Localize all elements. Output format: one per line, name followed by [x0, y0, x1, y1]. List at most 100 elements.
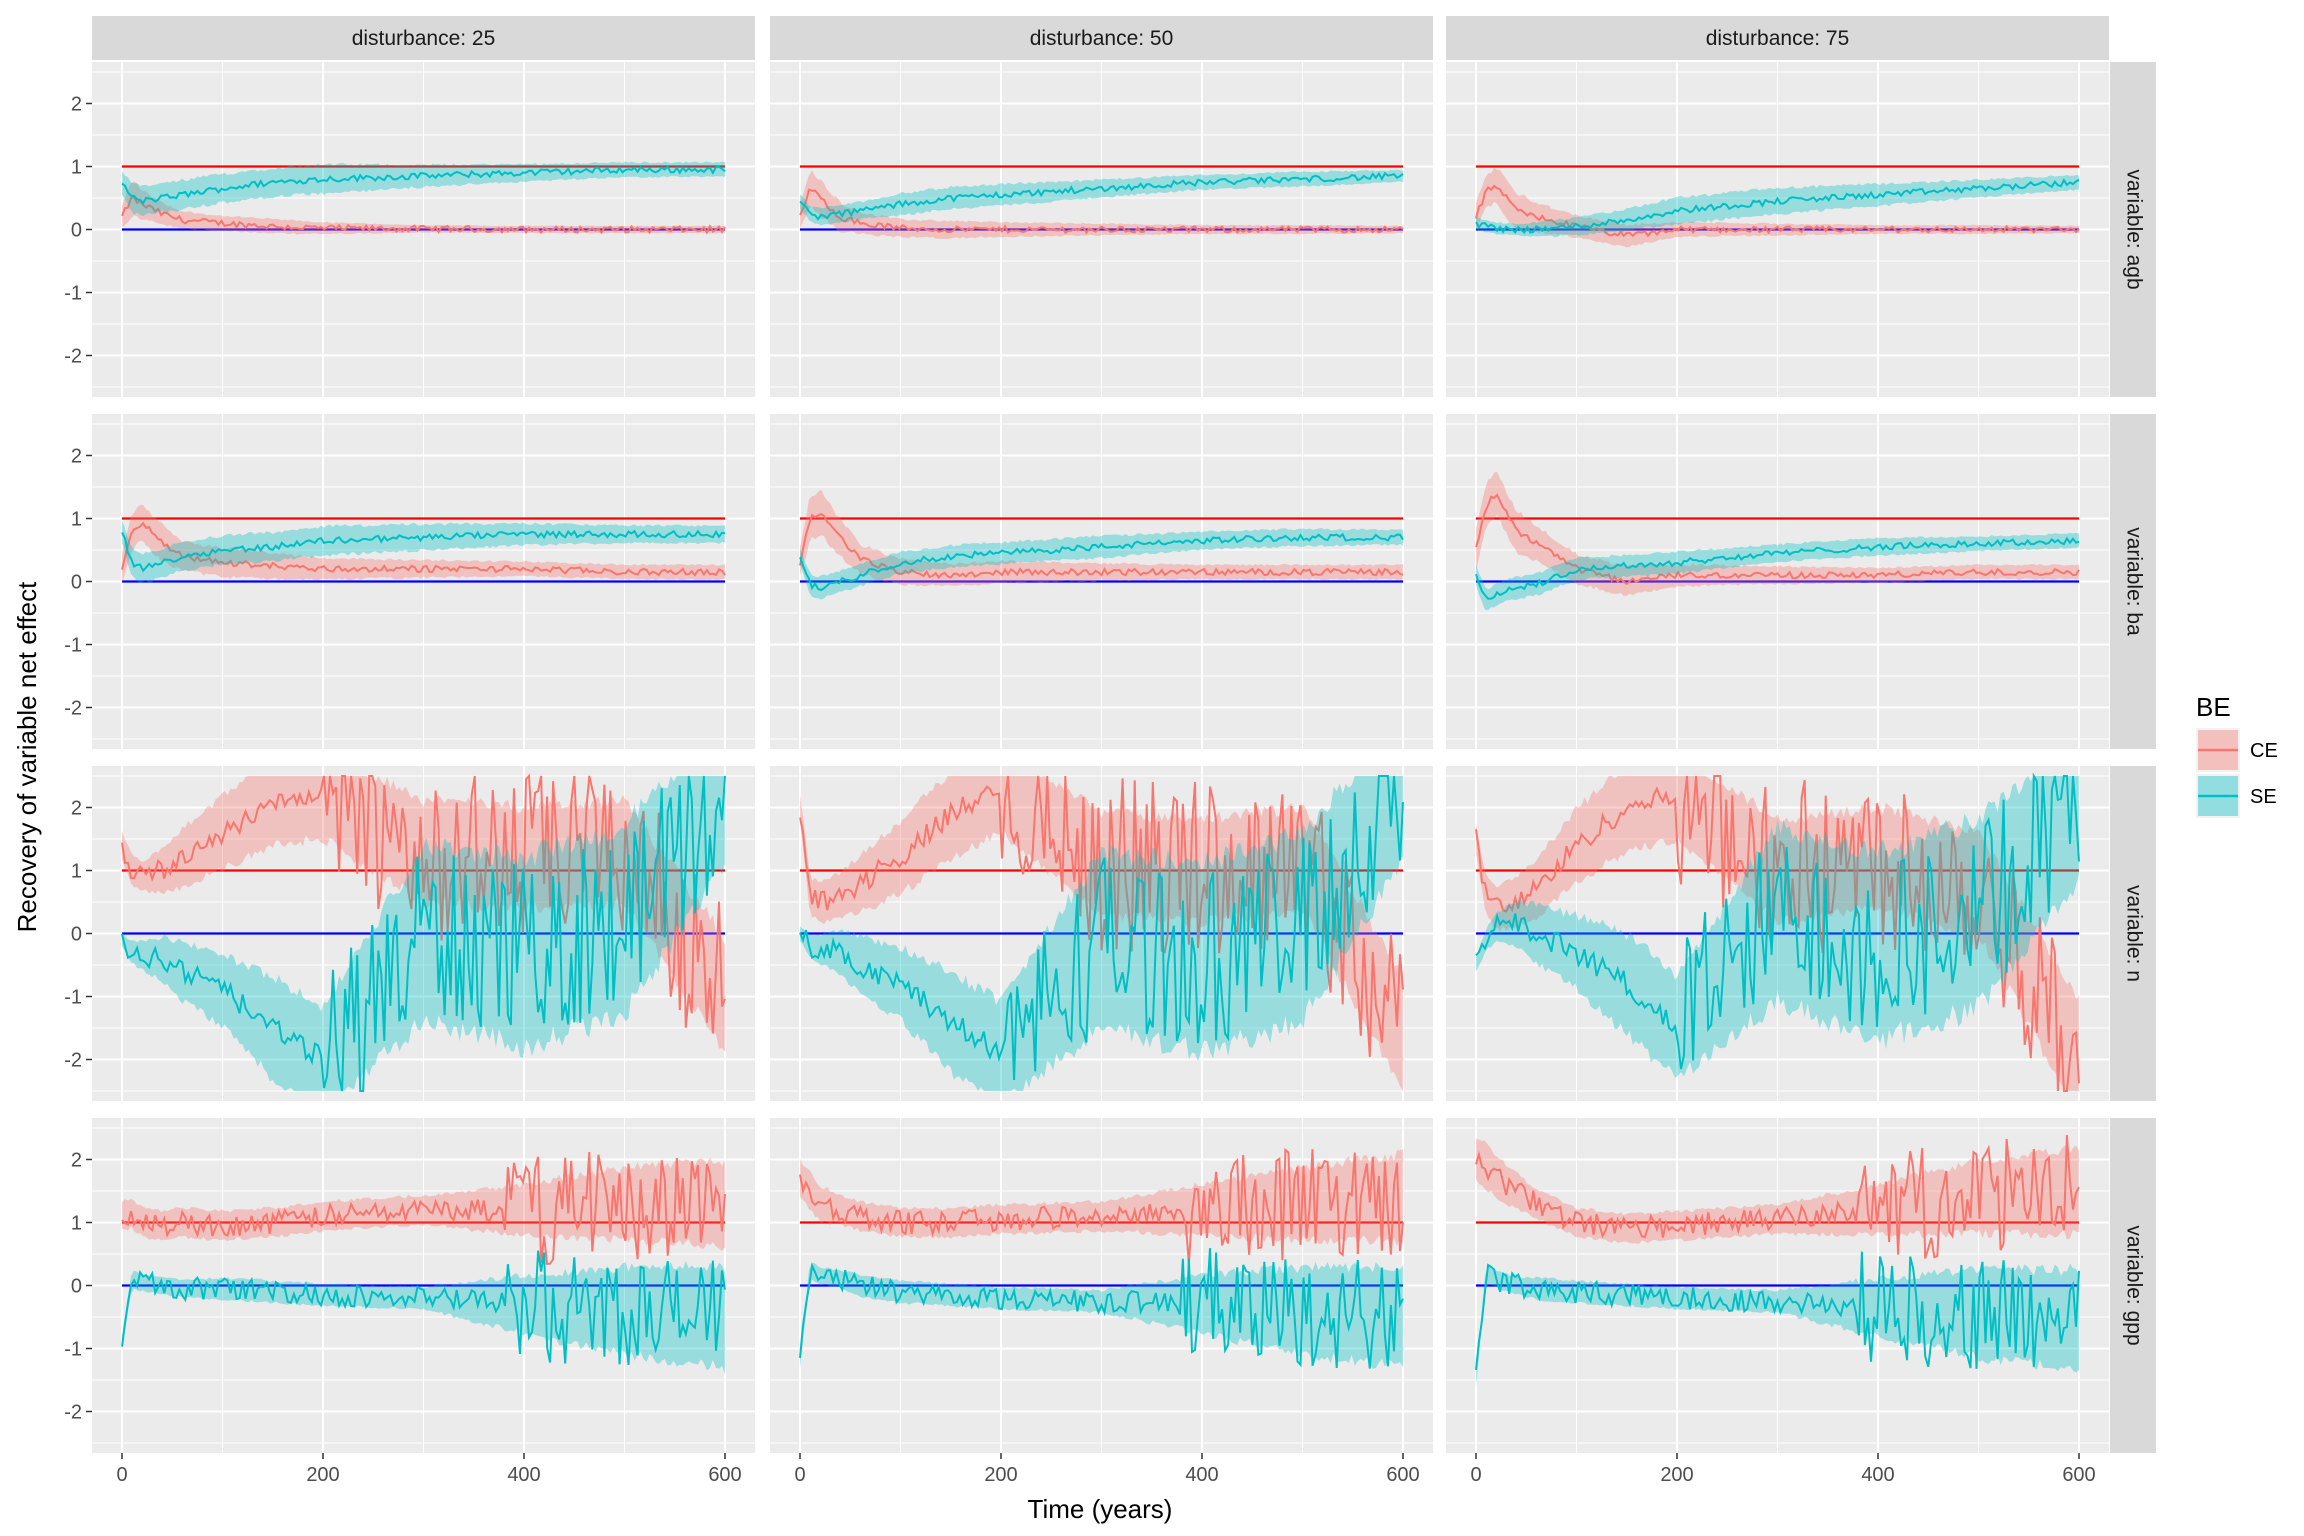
row-strip-label: variable: n: [2122, 885, 2145, 982]
axes-layer: -2 -1 0 1 2 -2 -1 0 1 2 -2 -1 0 1 2 -2 -1 0 1 2 0 200 400 600 0 2…: [64, 94, 2095, 1487]
y-tick-label: 0: [71, 220, 82, 242]
series-line-se: [1475, 536, 2080, 600]
series-line-se: [799, 532, 1404, 592]
x-tick-label: 400: [507, 1464, 540, 1486]
y-tick-label: 1: [71, 861, 82, 883]
panel: [770, 414, 1433, 749]
y-tick-label: 2: [71, 94, 82, 116]
series-line-se: [799, 775, 1404, 1081]
x-tick-label: 600: [2062, 1464, 2095, 1486]
ribbon-ce: [1476, 167, 2079, 248]
row-strip-label: variable: ba: [2122, 527, 2145, 636]
ribbon-se: [800, 528, 1403, 600]
ribbon-ce: [800, 170, 1403, 239]
row-strip: [2110, 766, 2156, 1101]
ribbon-se: [1476, 175, 2079, 237]
y-tick-label: -1: [64, 635, 82, 657]
ribbon-ce: [1476, 1138, 2079, 1244]
panels-layer: [92, 62, 2109, 1453]
ribbon-ce: [1476, 776, 2079, 1091]
y-axis-title: Recovery of variable net effect: [12, 581, 42, 932]
strips-layer: disturbance: 25 disturbance: 50 disturbanc…: [92, 16, 2156, 1453]
x-tick-label: 0: [116, 1464, 127, 1486]
y-tick-label: -1: [64, 1339, 82, 1361]
column-strip: [92, 16, 755, 60]
row-strip: [2110, 414, 2156, 749]
ribbon-se: [122, 1261, 725, 1375]
ribbon-ce: [1476, 471, 2079, 597]
y-tick-label: 0: [71, 572, 82, 594]
series-line-se: [121, 165, 726, 206]
series-line-ce: [1475, 493, 2080, 586]
y-tick-label: 2: [71, 798, 82, 820]
y-tick-label: 1: [71, 157, 82, 179]
series-line-se: [121, 1250, 726, 1365]
ribbon-ce: [800, 1149, 1403, 1246]
legend: BE CE SE: [2196, 692, 2278, 818]
series-line-se: [799, 171, 1404, 221]
series-line-se: [799, 1248, 1404, 1369]
y-tick-label: -1: [64, 283, 82, 305]
column-strip: [1446, 16, 2109, 60]
x-tick-label: 0: [794, 1464, 805, 1486]
ribbon-se: [1476, 532, 2079, 611]
x-tick-label: 200: [984, 1464, 1017, 1486]
x-tick-label: 200: [306, 1464, 339, 1486]
panel: [92, 62, 755, 397]
ribbon-se: [122, 161, 725, 217]
series-line-ce: [1475, 1135, 2080, 1259]
column-strip-label: disturbance: 50: [1030, 27, 1174, 50]
ribbon-ce: [800, 489, 1403, 587]
series-line-se: [1475, 1251, 2080, 1371]
panel: [92, 1118, 755, 1453]
row-strip: [2110, 1118, 2156, 1453]
ribbon-se: [800, 169, 1403, 226]
series-line-se: [121, 529, 726, 573]
legend-label-se: SE: [2250, 786, 2277, 808]
row-strip: [2110, 62, 2156, 397]
y-tick-label: 0: [71, 924, 82, 946]
series-line-ce: [799, 1147, 1404, 1264]
y-tick-label: -2: [64, 1050, 82, 1072]
panel: [770, 766, 1433, 1101]
ribbon-se: [1476, 776, 2079, 1078]
y-tick-label: 1: [71, 1213, 82, 1235]
panel: [770, 62, 1433, 397]
column-strip-label: disturbance: 25: [352, 27, 496, 50]
row-strip-label: variable: agb: [2122, 169, 2145, 289]
series-line-ce: [1475, 775, 2080, 1092]
x-tick-label: 400: [1861, 1464, 1894, 1486]
series-line-se: [121, 775, 726, 1092]
panel: [1446, 62, 2109, 397]
ribbon-se: [800, 776, 1403, 1091]
panel: [770, 1118, 1433, 1453]
column-strip: [770, 16, 1433, 60]
legend-title: BE: [2196, 692, 2231, 722]
ribbon-se: [122, 520, 725, 583]
series-line-ce: [121, 1151, 726, 1265]
series-line-ce: [799, 512, 1404, 580]
x-tick-label: 400: [1185, 1464, 1218, 1486]
ribbon-ce: [122, 776, 725, 1052]
series-line-ce: [121, 521, 726, 577]
series-line-ce: [121, 773, 726, 1034]
y-tick-label: -2: [64, 1402, 82, 1424]
panel: [1446, 766, 2109, 1101]
x-tick-label: 600: [1386, 1464, 1419, 1486]
y-tick-label: 0: [71, 1276, 82, 1298]
x-tick-label: 200: [1660, 1464, 1693, 1486]
y-tick-label: -2: [64, 346, 82, 368]
series-line-se: [1475, 178, 2080, 234]
panel: [92, 414, 755, 749]
column-strip-label: disturbance: 75: [1706, 27, 1850, 50]
panel: [1446, 414, 2109, 749]
panel: [92, 766, 755, 1101]
x-tick-label: 600: [708, 1464, 741, 1486]
panel: [1446, 1118, 2109, 1453]
legend-label-ce: CE: [2250, 740, 2278, 762]
y-tick-label: 2: [71, 1150, 82, 1172]
x-tick-label: 0: [1470, 1464, 1481, 1486]
y-tick-label: 2: [71, 446, 82, 468]
y-tick-label: -1: [64, 987, 82, 1009]
